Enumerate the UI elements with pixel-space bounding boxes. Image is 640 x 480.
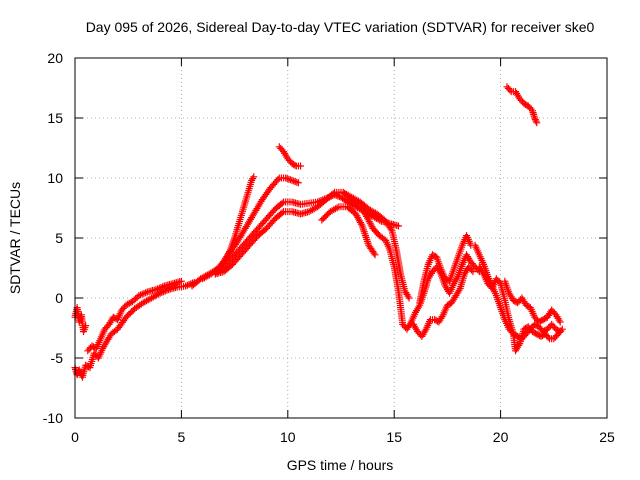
data-point [357,220,365,228]
data-point [532,117,540,125]
data-point [156,289,164,297]
data-point [142,289,150,297]
data-point [278,209,286,217]
data-point [182,282,190,290]
data-point [130,296,138,304]
data-point [329,190,337,198]
x-tick-label: 25 [599,429,615,445]
data-point [294,179,302,187]
data-point [533,119,541,127]
data-point [531,114,539,122]
data-point [155,284,163,292]
data-point [161,287,169,295]
data-point [495,278,503,286]
y-tick-label: 20 [47,50,63,66]
data-point [544,333,552,341]
y-tick-label: -5 [51,350,64,366]
data-point [158,288,166,296]
y-tick-label: 15 [47,110,63,126]
data-point [159,283,167,291]
y-axis-label: SDTVAR / TECUs [7,182,23,294]
data-point [371,251,379,259]
data-point [394,222,402,230]
data-point [250,173,258,181]
data-point [154,290,162,298]
data-point [506,86,514,94]
data-point [152,286,160,294]
y-tick-label: 5 [55,230,63,246]
data-point [469,268,477,276]
y-tick-label: 0 [55,290,63,306]
data-point [370,249,378,257]
data-point [135,292,143,300]
data-point [232,241,240,249]
y-tick-label: -10 [43,410,63,426]
data-point [387,225,395,233]
y-tick-label: 10 [47,170,63,186]
axis-ticks: 0 5 10 15 20 25 -10 -5 0 5 10 15 20 [43,50,615,445]
data-point [138,290,146,298]
x-tick-label: 15 [386,429,402,445]
data-point [556,318,564,326]
data-point [278,199,286,207]
data-point [558,325,566,333]
data-point [531,116,539,124]
data-point [157,283,165,291]
data-point [557,327,565,335]
x-axis-label: GPS time / hours [287,457,394,473]
data-point [125,299,133,307]
data-point [160,288,168,296]
data-point [183,281,191,289]
data-point [132,295,140,303]
data-point [163,286,171,294]
data-point [333,204,341,212]
data-point [177,277,185,285]
grid [75,58,607,418]
chart-title: Day 095 of 2026, Sidereal Day-to-day VTE… [86,19,595,35]
x-tick-label: 0 [71,429,79,445]
data-point [297,162,305,170]
data-point [468,266,476,274]
x-tick-label: 5 [178,429,186,445]
data-point [82,322,90,330]
data-points [71,83,566,381]
data-point [128,298,136,306]
data-point [274,176,282,184]
data-point [405,294,413,302]
data-point [154,285,162,293]
data-point [291,161,299,169]
data-point [137,291,145,299]
x-tick-label: 10 [280,429,296,445]
x-tick-label: 20 [493,429,509,445]
data-point [140,289,148,297]
